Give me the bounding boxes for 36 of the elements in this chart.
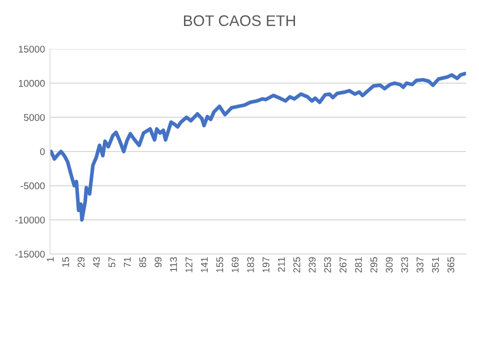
chart-title: BOT CAOS ETH <box>184 15 295 26</box>
x-tick-label: 351 <box>432 257 439 273</box>
x-tick-label: 1 <box>46 257 54 262</box>
x-tick-label: 155 <box>216 257 224 272</box>
y-tick-label: 5000 <box>24 114 45 121</box>
y-tick-label: 15000 <box>18 46 45 53</box>
x-tick-label: 15 <box>62 257 70 267</box>
line-series <box>50 72 466 222</box>
x-tick-label: 239 <box>308 257 316 273</box>
x-tick-label: 127 <box>185 257 192 272</box>
y-tick-label: -10000 <box>15 216 45 224</box>
x-tick-label: 281 <box>354 257 362 273</box>
x-tick-label: 337 <box>416 257 424 273</box>
x-tick-label: 29 <box>78 257 85 268</box>
x-tick-label: 71 <box>124 257 131 268</box>
y-tick-label: 10000 <box>18 80 45 87</box>
x-tick-label: 211 <box>278 257 285 272</box>
x-tick-label: 309 <box>386 257 393 273</box>
y-tick-label: -15000 <box>15 250 45 258</box>
x-tick-label: 113 <box>170 257 177 272</box>
x-tick-label: 43 <box>93 257 100 268</box>
x-tick-label: 183 <box>247 257 254 272</box>
x-tick-label: 85 <box>139 257 146 268</box>
x-tick-label: 197 <box>262 257 270 272</box>
x-tick-label: 323 <box>401 257 408 273</box>
y-tick-label: 0 <box>40 148 45 156</box>
x-tick-label: 253 <box>324 257 332 273</box>
x-tick-label: 225 <box>293 257 300 273</box>
x-tick-label: 365 <box>447 257 454 273</box>
y-tick-label: -5000 <box>20 182 45 190</box>
x-tick-label: 267 <box>340 257 346 273</box>
x-tick-label: 169 <box>232 257 239 272</box>
x-tick-label: 57 <box>108 257 116 268</box>
x-tick-label: 295 <box>370 257 378 273</box>
x-tick-label: 141 <box>201 257 208 272</box>
x-tick-label: 99 <box>154 257 162 268</box>
